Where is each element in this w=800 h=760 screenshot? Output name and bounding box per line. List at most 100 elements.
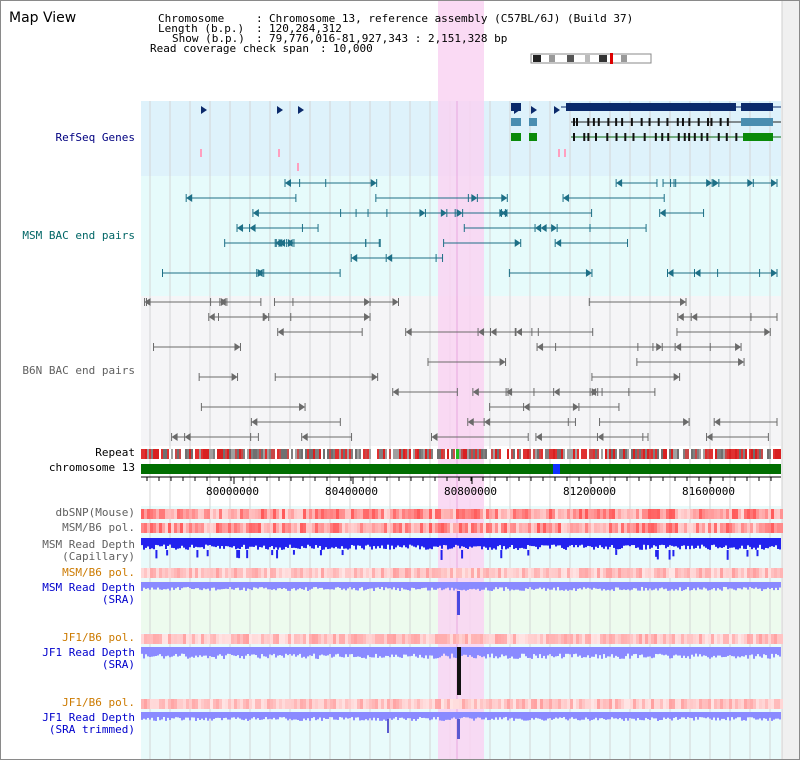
jf1-trim-depth-bar [669, 712, 671, 719]
msm-sra-depth-bar [173, 582, 175, 590]
track-label-repeat[interactable]: Repeat [95, 446, 135, 459]
msm-capillary-depth-bar [617, 538, 619, 550]
msm-pol-heat [243, 523, 246, 533]
jf1-pol-trim-heat [318, 699, 321, 709]
jf1-pol-trim-heat [717, 699, 720, 709]
track-label-chromosome[interactable]: chromosome 13 [48, 461, 135, 474]
dbsnp-heat [501, 509, 504, 519]
track-label-msm-depth-sra[interactable]: MSM Read Depth [42, 581, 135, 594]
msm-pol-heat [453, 523, 456, 533]
msm-pol-heat [762, 523, 765, 533]
msm-sra-depth-bar [259, 582, 261, 588]
jf1-sra-depth-bar [605, 647, 607, 658]
track-label-msm-pol-sra[interactable]: MSM/B6 pol. [62, 566, 135, 579]
msm-capillary-depth-bar [361, 538, 363, 549]
msm-pol-heat [483, 523, 486, 533]
repeat-segment [385, 449, 387, 459]
msm-capillary-depth-bar [273, 538, 275, 550]
jf1-trim-depth-bar [687, 712, 689, 718]
msm-pol-heat [612, 523, 615, 533]
msm-pol-sra-heat [693, 568, 696, 578]
msm-capillary-depth-bar [433, 538, 435, 547]
jf1-pol-heat [318, 634, 321, 644]
track-label-msm-bac[interactable]: MSM BAC end pairs [22, 229, 135, 242]
jf1-sra-depth-bar [539, 647, 541, 655]
msm-sra-depth-bar [459, 582, 461, 590]
track-label-msm-depth-capillary[interactable]: MSM Read Depth [42, 538, 135, 551]
msm-pol-heat [501, 523, 504, 533]
jf1-sra-depth-bar [351, 647, 353, 655]
jf1-sra-depth-bar [385, 647, 387, 656]
jf1-pol-trim-heat [387, 699, 390, 709]
jf1-trim-depth-bar [773, 712, 775, 720]
msm-pol-heat [633, 523, 636, 533]
track-label-jf1-depth-trimmed[interactable]: JF1 Read Depth [42, 711, 135, 724]
track-label-msm-pol[interactable]: MSM/B6 pol. [62, 521, 135, 534]
jf1-sra-depth-bar [599, 647, 601, 656]
jf1-pol-heat [411, 634, 414, 644]
msm-capillary-depth-bar [769, 538, 771, 547]
b6n-bac-pair-arrow [472, 388, 479, 396]
msm-capillary-depth-bar [699, 538, 701, 549]
track-label-jf1-pol-trimmed[interactable]: JF1/B6 pol. [62, 696, 135, 709]
msm-pol-sra-heat [270, 568, 273, 578]
jf1-sra-depth-bar [623, 647, 625, 659]
jf1-trim-depth-bar [779, 712, 781, 720]
msm-capillary-depth-bar [737, 538, 739, 550]
jf1-pol-trim-heat [645, 699, 648, 709]
jf1-trim-depth-bar [517, 712, 519, 719]
jf1-pol-heat [555, 634, 558, 644]
msm-pol-sra-heat [165, 568, 168, 578]
jf1-pol-trim-heat [633, 699, 636, 709]
track-label-dbsnp[interactable]: dbSNP(Mouse) [55, 506, 135, 519]
track-label-refseq[interactable]: RefSeq Genes [55, 131, 135, 144]
msm-capillary-depth-bar [399, 538, 401, 547]
track-label-b6n-bac[interactable]: B6N BAC end pairs [22, 364, 135, 377]
msm-pol-heat [708, 523, 711, 533]
msm-capillary-depth-bar [331, 538, 333, 548]
jf1-trim-depth-bar [235, 712, 237, 719]
jf1-sra-depth-bar [477, 647, 479, 656]
msm-capillary-depth-bar [709, 538, 711, 550]
jf1-pol-trim-heat [777, 699, 780, 709]
track-label-jf1-pol[interactable]: JF1/B6 pol. [62, 631, 135, 644]
dbsnp-heat [663, 509, 666, 519]
msm-pol-sra-heat [303, 568, 306, 578]
jf1-trim-depth-bar [671, 712, 673, 721]
msm-capillary-depth-bar [495, 538, 497, 550]
msm-pol-heat [210, 523, 213, 533]
b6n-bac-pair-arrow [251, 418, 258, 426]
msm-capillary-depth-bar [731, 538, 733, 548]
repeat-segment [571, 449, 573, 459]
jf1-pol-trim-heat [369, 699, 372, 709]
jf1-sra-depth-bar [463, 647, 465, 655]
msm-bac-pair-arrow [563, 194, 570, 202]
jf1-pol-trim-heat [684, 699, 687, 709]
jf1-sra-depth-bar [503, 647, 505, 657]
gene-exon [587, 118, 590, 126]
dbsnp-heat [633, 509, 636, 519]
msm-capillary-depth-bar [591, 538, 593, 548]
variant-mark [564, 149, 566, 157]
msm-sra-depth-bar [371, 582, 373, 589]
msm-pol-sra-heat [144, 568, 147, 578]
jf1-pol-heat [621, 634, 624, 644]
jf1-pol-heat [240, 634, 243, 644]
repeat-segment [445, 449, 447, 459]
track-label-jf1-depth-sra[interactable]: JF1 Read Depth [42, 646, 135, 659]
dbsnp-heat [219, 509, 222, 519]
jf1-pol-trim-heat [294, 699, 297, 709]
jf1-sra-depth-bar [461, 647, 463, 656]
msm-sra-depth-bar [613, 582, 615, 591]
msm-pol-sra-heat [597, 568, 600, 578]
msm-sra-depth-bar [279, 582, 281, 589]
jf1-pol-heat [573, 634, 576, 644]
msm-capillary-depth-bar [246, 550, 249, 559]
jf1-pol-trim-heat [498, 699, 501, 709]
msm-pol-heat [390, 523, 393, 533]
jf1-trim-depth-bar [633, 712, 635, 719]
jf1-pol-trim-heat [258, 699, 261, 709]
jf1-trim-depth-bar [271, 712, 273, 720]
msm-pol-sra-heat [564, 568, 567, 578]
